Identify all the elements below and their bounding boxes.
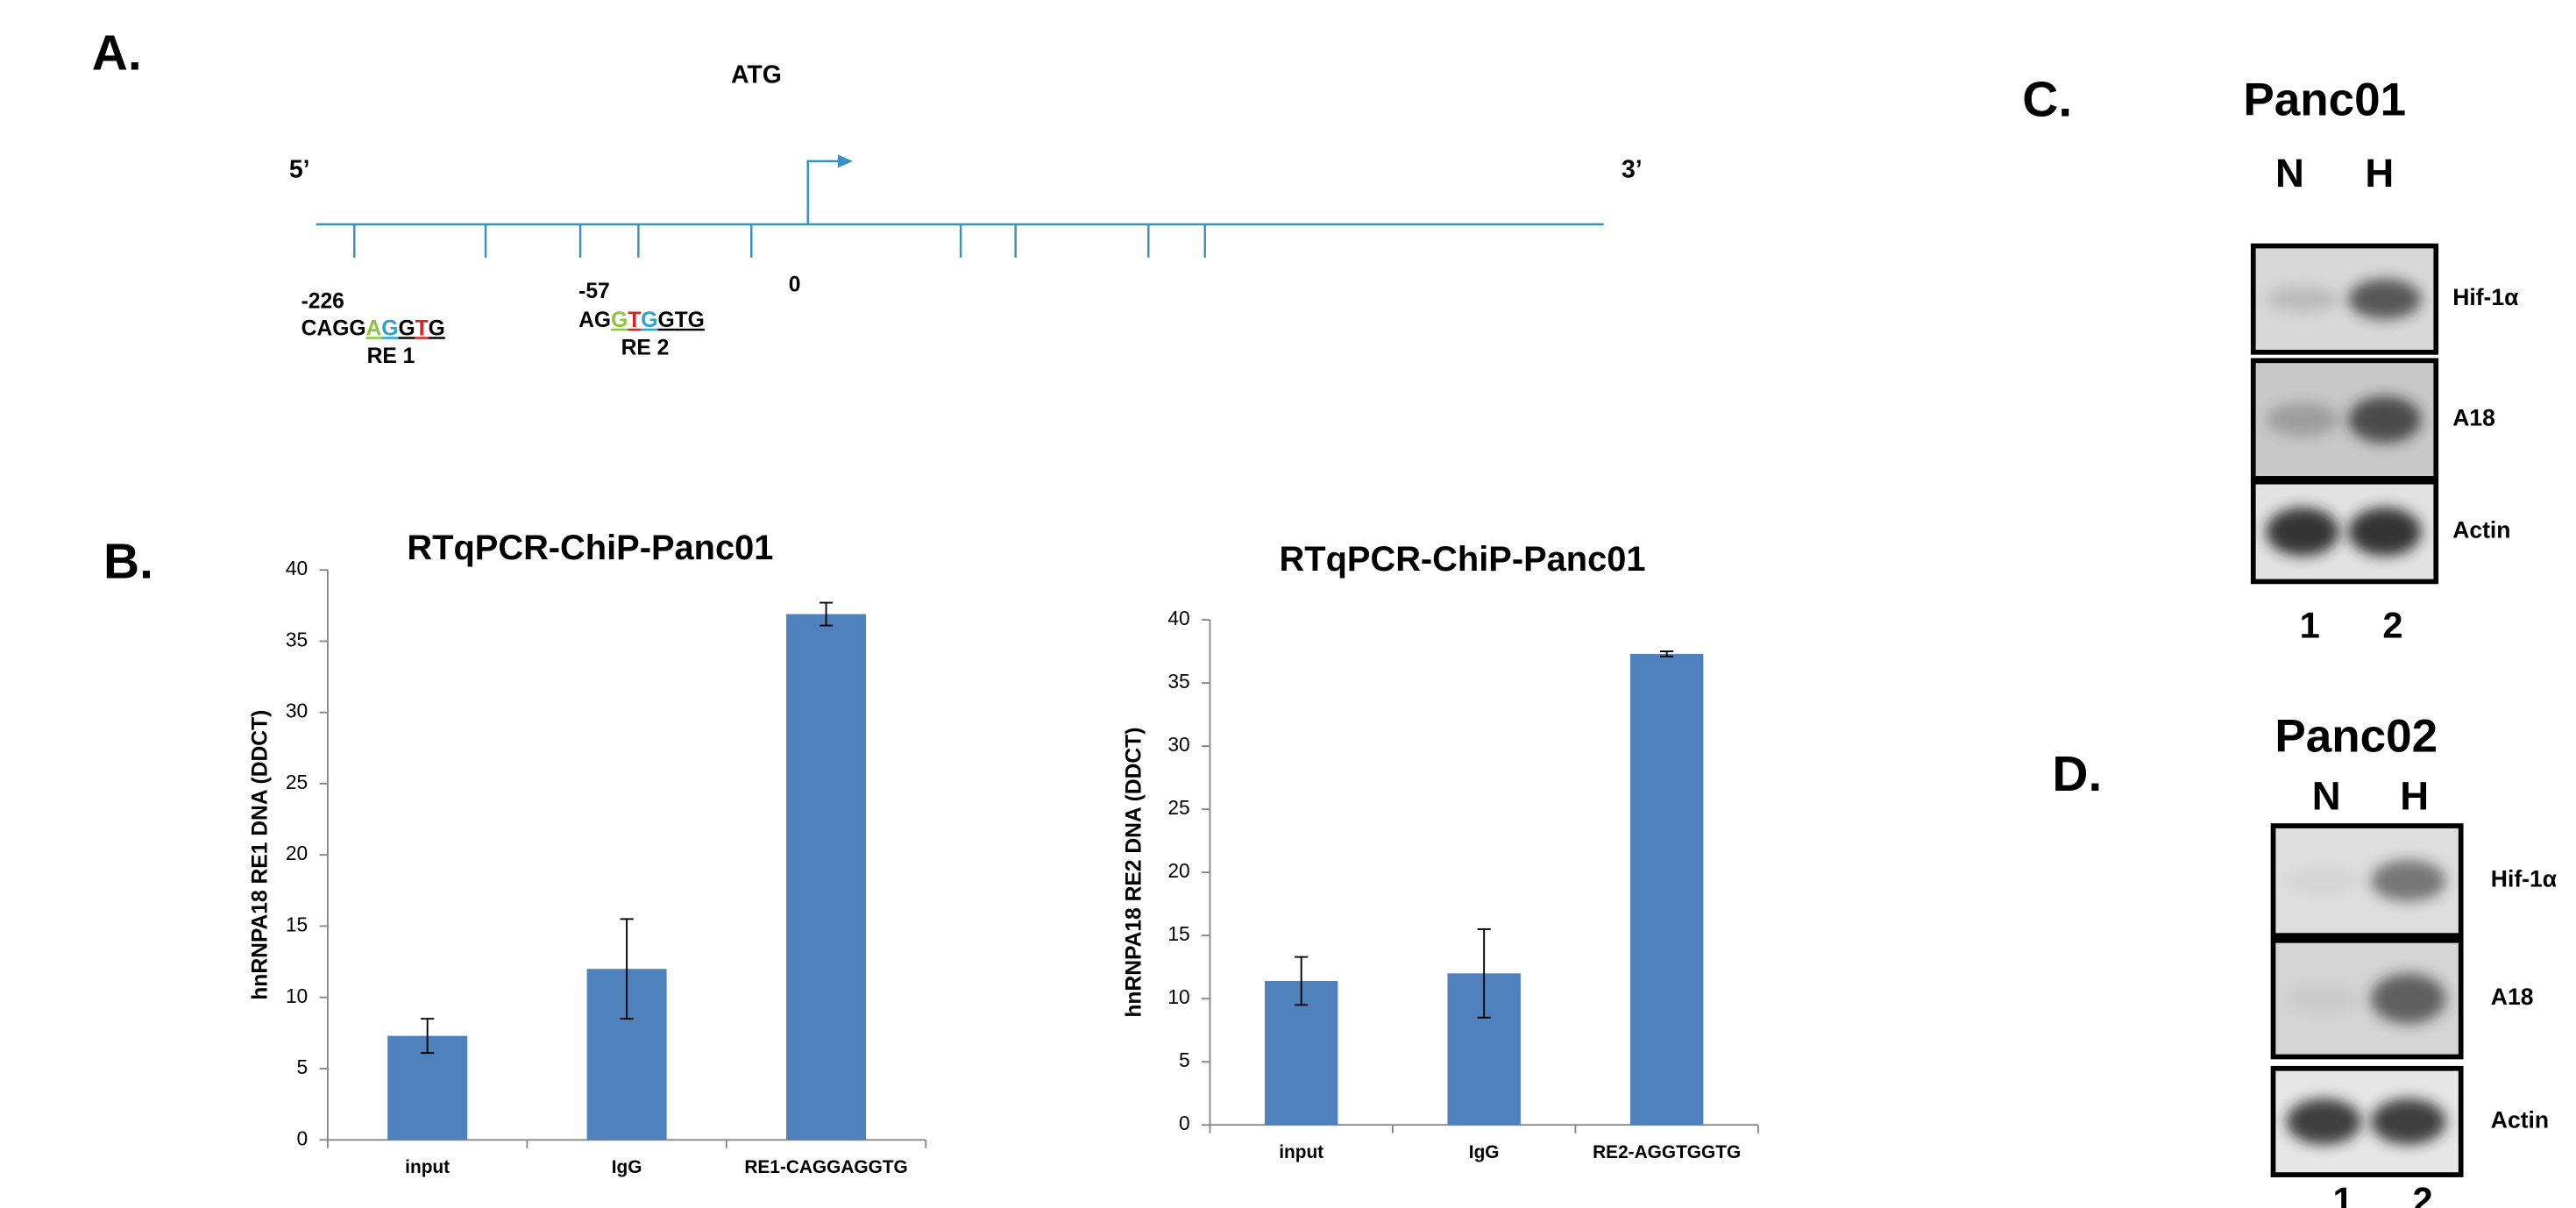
sequence-letter: T — [628, 308, 641, 331]
blot-band — [2287, 868, 2362, 893]
y-tick-label: 20 — [1167, 859, 1189, 882]
sequence-letter: G — [332, 316, 349, 340]
figure: A. ATG 5’ 3’ 0 -226 CAGGAGGTG RE 1 -57 A… — [0, 0, 2576, 1208]
blot-band — [2266, 402, 2338, 437]
band-label: A18 — [2452, 405, 2495, 431]
band-label: Hif-1α — [2491, 866, 2558, 892]
element-sequence: AGGTGGTG — [578, 308, 705, 331]
y-axis-label: hnRNPA18 RE1 DNA (DDCT) — [249, 710, 273, 1000]
y-tick-label: 25 — [1167, 796, 1189, 819]
sequence-letter: G — [611, 308, 628, 331]
lane-number: 2 — [2413, 1179, 2433, 1208]
blot-band — [2371, 1098, 2446, 1144]
charts: RTqPCR-ChiP-Panc01 hnRNPA18 RE1 DNA (DDCT… — [249, 529, 1758, 1177]
element-position: -57 — [578, 280, 610, 303]
blot-band — [2348, 396, 2421, 443]
panel-label: B. — [103, 534, 153, 589]
start-codon: ATG — [731, 61, 782, 89]
sequence-letter: G — [429, 316, 445, 340]
band-label: Actin — [2452, 517, 2510, 544]
blot-band — [2371, 974, 2446, 1024]
band-label: A18 — [2491, 984, 2534, 1010]
y-tick-label: 15 — [1167, 922, 1189, 945]
y-tick-label: 20 — [286, 842, 308, 864]
blot-panel: D. Panc02 N H 1 2 Hif-1α A18 Actin — [2052, 710, 2557, 1208]
x-tick-label: IgG — [612, 1157, 642, 1177]
sequence-letter: G — [398, 316, 415, 340]
band-label: Actin — [2491, 1106, 2549, 1133]
sequence-letter: A — [578, 308, 594, 331]
panel-label: A. — [92, 25, 142, 81]
blot-title: Panc01 — [2243, 75, 2406, 126]
lane-number: 2 — [2382, 604, 2402, 645]
sequence-letter: A — [316, 316, 332, 340]
sequence-letter: C — [302, 316, 317, 340]
three-prime: 3’ — [1622, 156, 1643, 184]
x-tick-label: input — [1279, 1142, 1323, 1162]
blot-band — [2348, 508, 2421, 556]
gene-line — [316, 161, 1604, 258]
y-tick-label: 15 — [286, 913, 308, 935]
element-sequence: CAGGAGGTG — [302, 316, 445, 340]
chart-title: RTqPCR-ChiP-Panc01 — [407, 529, 773, 567]
x-tick-label: IgG — [1469, 1142, 1500, 1162]
y-tick-label: 35 — [286, 628, 308, 650]
panel-label: D. — [2052, 747, 2102, 802]
y-tick-label: 40 — [286, 557, 308, 579]
tss-arrow — [838, 154, 853, 167]
blots: C. Panc01 N H 1 2 Hif-1α A18 Actin D. Panc02 N H 1 2 Hi… — [2022, 73, 2557, 1208]
bar — [1630, 654, 1703, 1125]
blot-band — [2287, 985, 2362, 1013]
sequence-letter: T — [415, 316, 429, 340]
lane-number: 1 — [2300, 604, 2320, 645]
blot-band — [2371, 860, 2446, 901]
band-label: Hif-1α — [2452, 284, 2519, 310]
bar — [786, 615, 866, 1140]
blot-title: Panc02 — [2274, 710, 2438, 762]
panel-label: C. — [2022, 73, 2072, 128]
y-axis-label: hnRNPA18 RE2 DNA (DDCT) — [1123, 728, 1146, 1018]
y-tick-label: 40 — [1167, 607, 1189, 629]
lane-label: N — [2275, 151, 2304, 195]
element-position: -226 — [302, 289, 344, 313]
lane-label: N — [2312, 774, 2341, 819]
sequence-letter: G — [381, 316, 398, 340]
blot-band — [2266, 286, 2338, 313]
x-tick-label: input — [405, 1157, 450, 1177]
chart: RTqPCR-ChiP-Panc01 hnRNPA18 RE2 DNA (DDCT… — [1123, 540, 1758, 1162]
y-tick-label: 25 — [286, 771, 308, 793]
sequence-letter: G — [349, 316, 365, 340]
element-name: RE 1 — [367, 345, 415, 368]
sequence-letter: G — [688, 308, 705, 331]
five-prime: 5’ — [289, 156, 310, 184]
panel-a: A. ATG 5’ 3’ 0 -226 CAGGAGGTG RE 1 -57 A… — [92, 25, 1643, 368]
sequence-letter: A — [366, 316, 382, 340]
x-tick-label: RE2-AGGTGGTG — [1593, 1142, 1741, 1162]
chart: RTqPCR-ChiP-Panc01 hnRNPA18 RE1 DNA (DDCT… — [249, 529, 926, 1177]
sequence-letter: G — [594, 308, 611, 331]
origin: 0 — [789, 274, 801, 297]
y-tick-label: 30 — [286, 700, 308, 722]
blot-band — [2266, 508, 2338, 556]
lane-label: H — [2400, 774, 2429, 819]
sequence-letter: G — [641, 308, 657, 331]
y-tick-label: 5 — [297, 1055, 309, 1078]
lane-number: 1 — [2333, 1179, 2353, 1208]
y-tick-label: 30 — [1167, 733, 1189, 756]
chart-title: RTqPCR-ChiP-Panc01 — [1280, 540, 1646, 579]
blot-band — [2287, 1098, 2362, 1144]
y-tick-label: 10 — [286, 984, 308, 1007]
sequence-letter: G — [657, 308, 674, 331]
y-tick-label: 0 — [1179, 1112, 1190, 1134]
element-name: RE 2 — [621, 337, 670, 360]
y-tick-label: 0 — [297, 1126, 309, 1149]
y-tick-label: 5 — [1179, 1048, 1190, 1071]
y-tick-label: 35 — [1167, 670, 1189, 693]
x-tick-label: RE1-CAGGAGGTG — [744, 1157, 907, 1177]
lane-label: H — [2365, 151, 2394, 195]
blot-panel: C. Panc01 N H 1 2 Hif-1α A18 Actin — [2022, 73, 2519, 646]
blot-band — [2348, 279, 2421, 319]
y-tick-label: 10 — [1167, 985, 1189, 1008]
sequence-letter: T — [675, 308, 688, 331]
